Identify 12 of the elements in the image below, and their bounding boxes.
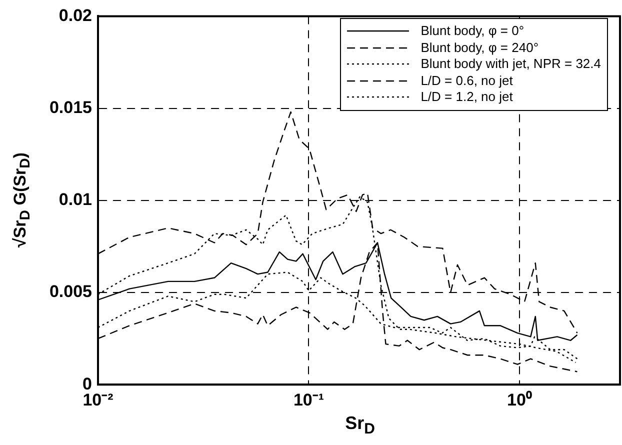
legend-label: Blunt body, φ = 0° (420, 23, 524, 40)
legend-label: L/D = 1.2, no jet (420, 89, 513, 106)
legend-label: L/D = 0.6, no jet (420, 72, 513, 89)
y-tick-label: 0.005 (49, 282, 92, 302)
x-tick-label: 10⁻¹ (293, 390, 324, 410)
y-tick-label: 0.015 (49, 98, 92, 117)
legend-label: Blunt body with jet, NPR = 32.4 (420, 56, 601, 72)
y-tick-label: 0.02 (58, 6, 92, 25)
x-axis-title: Sr$_{D}$ (344, 413, 376, 438)
legend-label: Blunt body, φ = 240° (420, 40, 539, 56)
y-tick-label: 0.01 (58, 190, 92, 210)
x-tick-label: 10⁰ (506, 390, 532, 410)
